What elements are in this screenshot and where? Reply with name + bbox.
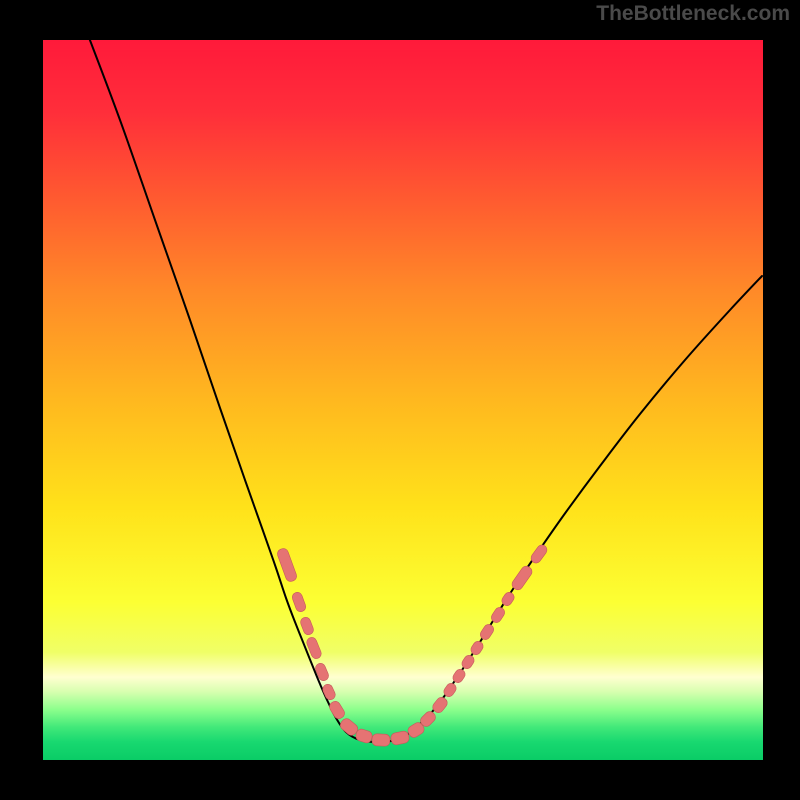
- frame-bottom: [0, 760, 800, 800]
- watermark-label: TheBottleneck.com: [596, 2, 790, 26]
- frame-right: [763, 0, 800, 800]
- curve-bead: [372, 734, 391, 747]
- chart-svg: [0, 0, 800, 800]
- plot-background: [43, 40, 763, 760]
- chart-container: TheBottleneck.com: [0, 0, 800, 800]
- frame-left: [0, 0, 43, 800]
